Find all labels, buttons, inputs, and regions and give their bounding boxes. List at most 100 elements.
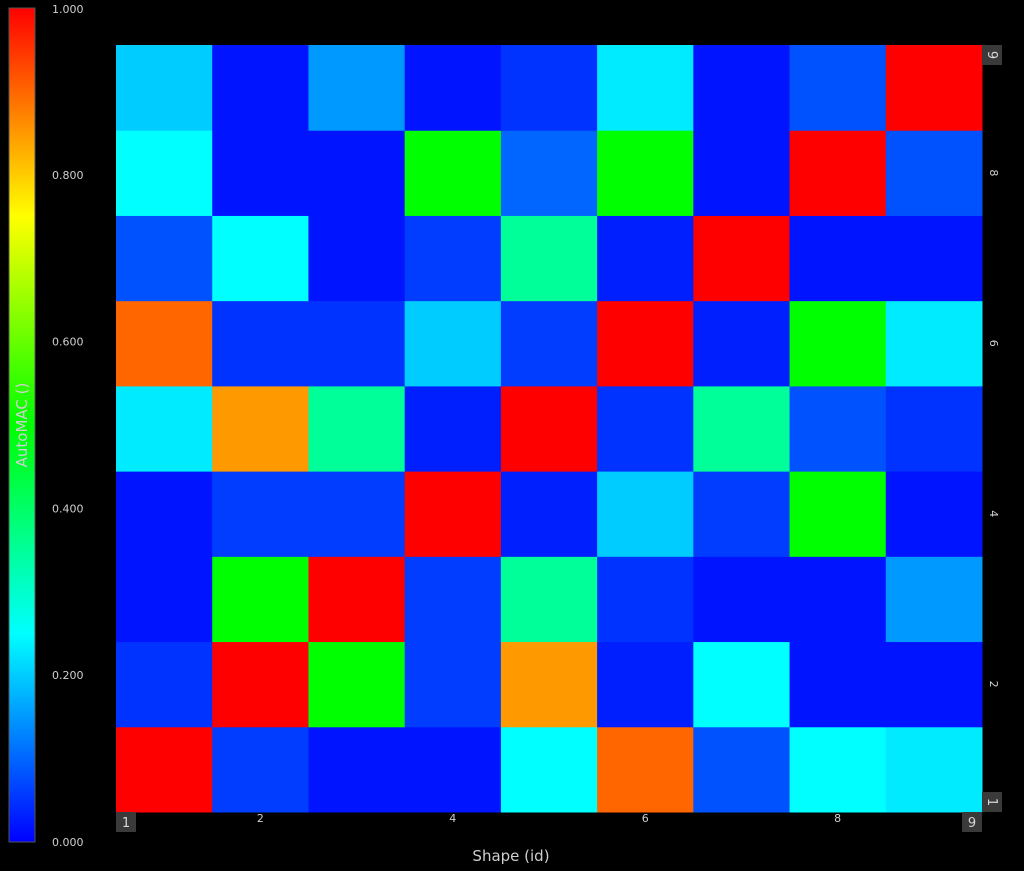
heatmap-cell-x9-y6 [885, 300, 983, 387]
heatmap-cell-x6-y5 [597, 385, 694, 472]
heatmap-cell-x6-y9 [597, 45, 694, 131]
heatmap-cell-x9-y1 [885, 726, 983, 813]
heatmap-cell-x8-y6 [789, 300, 887, 387]
heatmap-cell-x1-y7 [116, 215, 213, 302]
heatmap-cell-x4-y5 [404, 385, 502, 472]
heatmap-cell-x9-y3 [885, 556, 983, 643]
heatmap-cell-x5-y9 [500, 45, 598, 131]
x-axis-label: Shape (id) [472, 847, 549, 865]
x-end-label: 1 [122, 816, 130, 831]
y-tick-label: 2 [987, 681, 1000, 688]
heatmap-cell-x5-y7 [500, 215, 598, 302]
heatmap-cell-x1-y2 [116, 641, 213, 728]
colorbar-tick-label: 0.400 [52, 502, 84, 515]
heatmap-cell-x7-y2 [693, 641, 791, 728]
heatmap-cells [116, 45, 983, 813]
colorbar-gradient [8, 7, 36, 843]
heatmap-cell-x3-y9 [308, 45, 406, 131]
heatmap-cell-x5-y6 [500, 300, 598, 387]
heatmap-cell-x5-y8 [500, 130, 598, 216]
heatmap-cell-x2-y1 [212, 726, 309, 813]
heatmap-cell-x9-y9 [885, 45, 983, 131]
heatmap-cell-x3-y7 [308, 215, 406, 302]
colorbar-tick-label: 0.600 [52, 336, 84, 349]
heatmap-cell-x1-y1 [116, 726, 213, 813]
heatmap-cell-x2-y7 [212, 215, 309, 302]
heatmap-cell-x2-y6 [212, 300, 309, 387]
heatmap-cell-x4-y8 [404, 130, 502, 216]
heatmap-cell-x6-y4 [597, 471, 694, 557]
colorbar-label: AutoMAC () [13, 383, 31, 468]
x-end-label: 9 [968, 816, 976, 831]
x-end-box [962, 812, 982, 832]
x-axis-ticks: 2 4 6 8 1 9 [116, 812, 982, 832]
y-tick-label: 4 [987, 510, 1000, 517]
heatmap-cell-x7-y9 [693, 45, 791, 131]
heatmap-cell-x9-y5 [885, 385, 983, 472]
heatmap-cell-x9-y7 [885, 215, 983, 302]
heatmap-cell-x2-y5 [212, 385, 309, 472]
heatmap-cell-x4-y3 [404, 556, 502, 643]
heatmap-cell-x7-y4 [693, 471, 791, 557]
colorbar-tick-label: 0.800 [52, 169, 84, 182]
heatmap-cell-x5-y1 [500, 726, 598, 813]
y-tick-label: 6 [987, 340, 1000, 347]
heatmap-cell-x4-y7 [404, 215, 502, 302]
heatmap-cell-x3-y2 [308, 641, 406, 728]
heatmap-cell-x1-y8 [116, 130, 213, 216]
heatmap-cell-x6-y2 [597, 641, 694, 728]
heatmap-cell-x6-y6 [597, 300, 694, 387]
heatmap-cell-x4-y9 [404, 45, 502, 131]
heatmap-cell-x8-y1 [789, 726, 887, 813]
heatmap-cell-x3-y6 [308, 300, 406, 387]
y-end-box [982, 45, 1002, 65]
heatmap-cell-x7-y8 [693, 130, 791, 216]
heatmap-cell-x3-y8 [308, 130, 406, 216]
heatmap-cell-x8-y4 [789, 471, 887, 557]
y-axis-ticks: 2 4 6 8 1 9 [982, 45, 1002, 812]
heatmap-cell-x1-y9 [116, 45, 213, 131]
heatmap-cell-x5-y2 [500, 641, 598, 728]
heatmap-cell-x1-y5 [116, 385, 213, 472]
heatmap-cell-x9-y4 [885, 471, 983, 557]
x-tick-label: 4 [449, 812, 456, 825]
heatmap-cell-x2-y2 [212, 641, 309, 728]
heatmap-cell-x6-y3 [597, 556, 694, 643]
colorbar-ticks: 0.000 0.200 0.400 0.600 0.800 1.000 [52, 3, 84, 849]
heatmap-cell-x2-y3 [212, 556, 309, 643]
heatmap-cell-x7-y5 [693, 385, 791, 472]
heatmap-cell-x3-y5 [308, 385, 406, 472]
y-tick-label: 8 [987, 169, 1000, 176]
x-tick-label: 2 [257, 812, 264, 825]
heatmap-cell-x7-y7 [693, 215, 791, 302]
colorbar: 0.000 0.200 0.400 0.600 0.800 1.000 AutoMAC (… [8, 3, 84, 849]
x-tick-label: 8 [834, 812, 841, 825]
heatmap-cell-x2-y4 [212, 471, 309, 557]
y-end-box [982, 792, 1002, 812]
heatmap-cell-x3-y4 [308, 471, 406, 557]
heatmap-cell-x1-y6 [116, 300, 213, 387]
heatmap-cell-x9-y2 [885, 641, 983, 728]
y-end-label: 1 [984, 798, 999, 806]
heatmap-cell-x5-y5 [500, 385, 598, 472]
heatmap-cell-x4-y6 [404, 300, 502, 387]
heatmap-cell-x9-y8 [885, 130, 983, 216]
heatmap-cell-x4-y1 [404, 726, 502, 813]
heatmap-cell-x4-y2 [404, 641, 502, 728]
heatmap-cell-x3-y3 [308, 556, 406, 643]
heatmap-cell-x7-y1 [693, 726, 791, 813]
x-end-box [116, 812, 136, 832]
heatmap-cell-x6-y8 [597, 130, 694, 216]
y-end-label: 9 [984, 51, 999, 59]
heatmap-cell-x8-y5 [789, 385, 887, 472]
heatmap-cell-x8-y8 [789, 130, 887, 216]
heatmap-cell-x7-y3 [693, 556, 791, 643]
heatmap-cell-x4-y4 [404, 471, 502, 557]
heatmap-cell-x2-y9 [212, 45, 309, 131]
colorbar-tick-label: 0.000 [52, 836, 84, 849]
heatmap-cell-x5-y4 [500, 471, 598, 557]
colorbar-tick-label: 1.000 [52, 3, 84, 16]
heatmap-cell-x2-y8 [212, 130, 309, 216]
heatmap-cell-x5-y3 [500, 556, 598, 643]
